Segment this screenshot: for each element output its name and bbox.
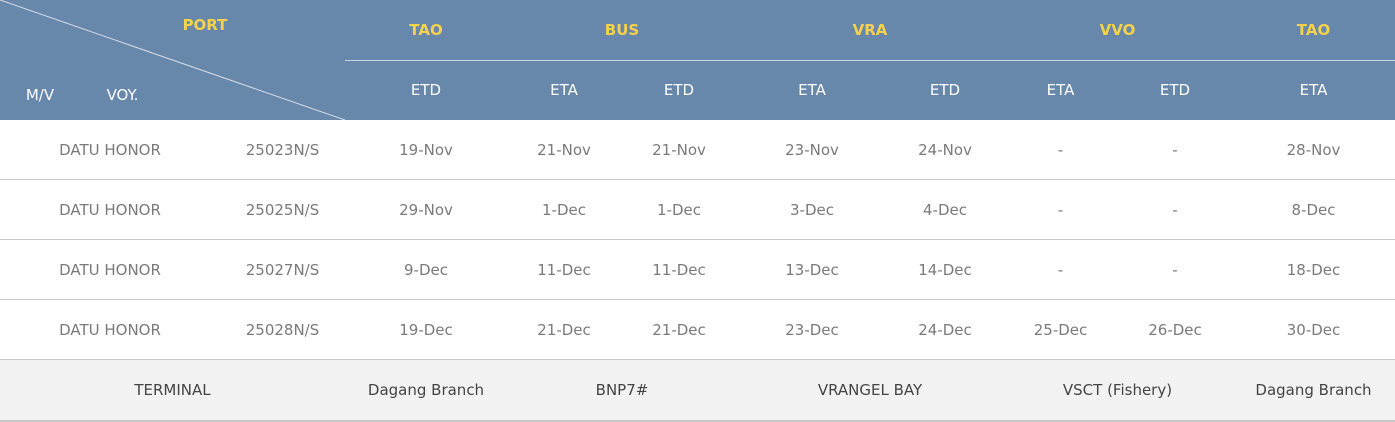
- port-header: TAO: [1296, 21, 1331, 39]
- date-cell: 11-Dec: [537, 261, 591, 279]
- date-cell: -: [1172, 261, 1178, 279]
- date-cell: 21-Nov: [652, 141, 706, 159]
- date-cell: 21-Dec: [652, 321, 706, 339]
- header-divider: [345, 60, 1395, 61]
- date-cell: 23-Nov: [785, 141, 839, 159]
- terminal-value: Dagang Branch: [367, 381, 485, 399]
- time-subheader: ETD: [929, 81, 961, 99]
- date-cell: 14-Dec: [918, 261, 972, 279]
- row-divider: [0, 239, 1395, 240]
- terminal-value: VSCT (Fishery): [1062, 381, 1173, 399]
- date-cell: 1-Dec: [657, 201, 701, 219]
- voyage-cell: 25023N/S: [245, 141, 320, 159]
- vessel-cell: DATU HONOR: [59, 261, 161, 279]
- port-header: TAO: [409, 21, 443, 39]
- date-cell: 3-Dec: [790, 201, 834, 219]
- date-cell: 26-Dec: [1148, 321, 1202, 339]
- port-header: BUS: [604, 21, 640, 39]
- date-cell: -: [1057, 141, 1064, 159]
- date-cell: 8-Dec: [1291, 201, 1336, 219]
- time-subheader: ETD: [410, 81, 442, 99]
- date-cell: -: [1172, 201, 1178, 219]
- date-cell: 24-Dec: [918, 321, 972, 339]
- date-cell: 18-Dec: [1286, 261, 1341, 279]
- row-divider: [0, 359, 1395, 360]
- row-divider: [0, 299, 1395, 300]
- diagonal-divider: [0, 0, 345, 120]
- date-cell: 30-Dec: [1286, 321, 1341, 339]
- row-divider: [0, 179, 1395, 180]
- date-cell: 1-Dec: [542, 201, 586, 219]
- voyage-cell: 25028N/S: [245, 321, 320, 339]
- date-cell: 13-Dec: [785, 261, 839, 279]
- time-subheader: ETD: [663, 81, 695, 99]
- vessel-cell: DATU HONOR: [59, 141, 161, 159]
- time-subheader: ETA: [1046, 81, 1075, 99]
- vessel-cell: DATU HONOR: [59, 321, 161, 339]
- date-cell: 9-Dec: [404, 261, 448, 279]
- date-cell: 25-Dec: [1033, 321, 1088, 339]
- date-cell: 11-Dec: [652, 261, 706, 279]
- voyage-cell: 25025N/S: [245, 201, 320, 219]
- mv-label: M/V: [25, 86, 55, 104]
- date-cell: -: [1172, 141, 1178, 159]
- vessel-cell: DATU HONOR: [59, 201, 161, 219]
- terminal-value: BNP7#: [595, 381, 649, 399]
- port-header: VRA: [852, 21, 888, 39]
- date-cell: 21-Dec: [537, 321, 591, 339]
- date-cell: 19-Dec: [399, 321, 453, 339]
- voyage-cell: 25027N/S: [245, 261, 320, 279]
- date-cell: 29-Nov: [399, 201, 453, 219]
- date-cell: 28-Nov: [1286, 141, 1341, 159]
- date-cell: 24-Nov: [918, 141, 972, 159]
- date-cell: -: [1057, 201, 1064, 219]
- terminal-label: TERMINAL: [134, 381, 211, 399]
- terminal-value: Dagang Branch: [1255, 381, 1372, 399]
- time-subheader: ETD: [1159, 81, 1191, 99]
- table-header: PORT M/V VOY.: [0, 0, 1395, 120]
- port-label: PORT: [182, 16, 228, 34]
- date-cell: 4-Dec: [923, 201, 967, 219]
- port-header: VVO: [1099, 21, 1136, 39]
- voy-label: VOY.: [106, 86, 139, 104]
- date-cell: 23-Dec: [785, 321, 839, 339]
- time-subheader: ETA: [1299, 81, 1328, 99]
- time-subheader: ETA: [550, 81, 578, 99]
- date-cell: -: [1057, 261, 1064, 279]
- date-cell: 21-Nov: [537, 141, 591, 159]
- date-cell: 19-Nov: [399, 141, 453, 159]
- time-subheader: ETA: [798, 81, 826, 99]
- terminal-value: VRANGEL BAY: [817, 381, 923, 399]
- terminal-row: [0, 360, 1395, 422]
